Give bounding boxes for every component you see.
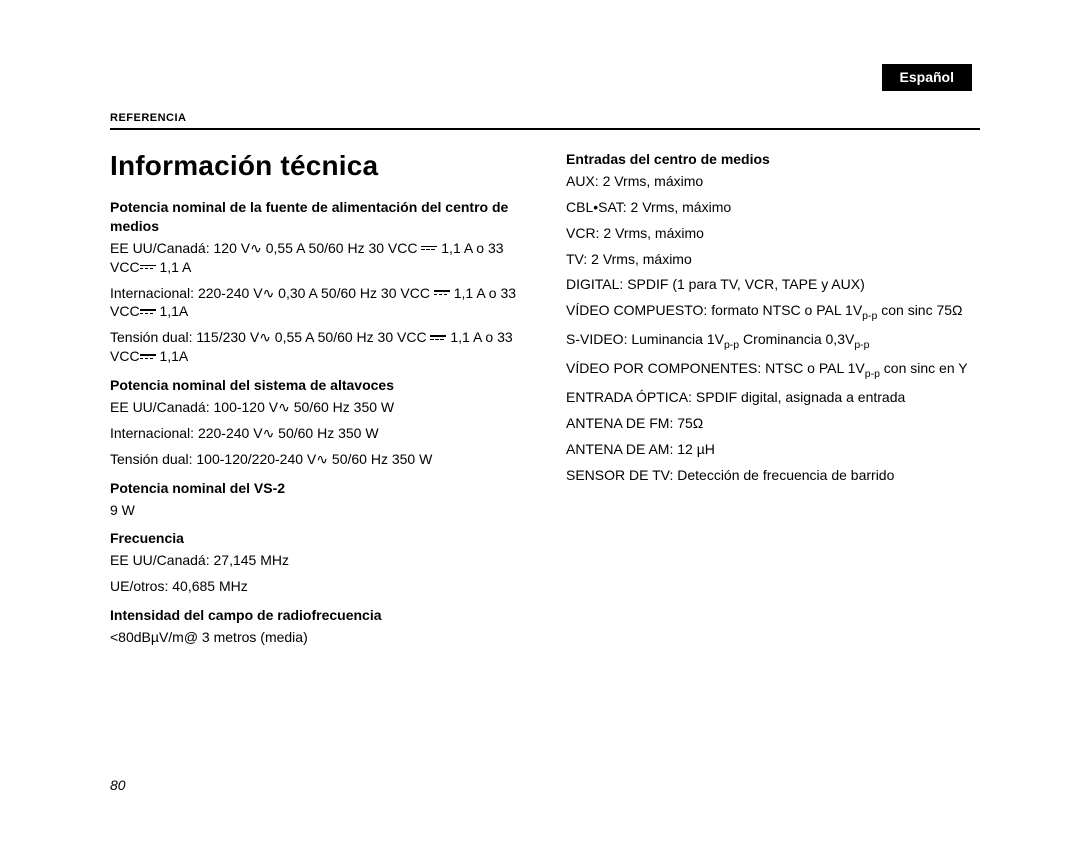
- heading-frequency: Frecuencia: [110, 529, 524, 548]
- text: Internacional: 220-240 V: [110, 285, 263, 301]
- dc-symbol-icon: [140, 265, 156, 270]
- text: EE UU/Canadá: 120 V: [110, 240, 250, 256]
- ac-symbol-icon: ∿: [278, 399, 290, 415]
- spec-text: AUX: 2 Vrms, máximo: [566, 172, 980, 191]
- heading-vs2-power: Potencia nominal del VS-2: [110, 479, 524, 498]
- text: 0,55 A 50/60 Hz 30 VCC: [262, 240, 422, 256]
- spec-text: EE UU/Canadá: 100-120 V∿ 50/60 Hz 350 W: [110, 398, 524, 417]
- text: 50/60 Hz 350 W: [274, 425, 378, 441]
- spec-text: TV: 2 Vrms, máximo: [566, 250, 980, 269]
- ac-symbol-icon: ∿: [263, 425, 275, 441]
- dc-symbol-icon: [140, 309, 156, 314]
- spec-text: EE UU/Canadá: 120 V∿ 0,55 A 50/60 Hz 30 …: [110, 239, 524, 277]
- spec-text: ANTENA DE AM: 12 µH: [566, 440, 980, 459]
- spec-text: Tensión dual: 100-120/220-240 V∿ 50/60 H…: [110, 450, 524, 469]
- spec-text: VCR: 2 Vrms, máximo: [566, 224, 980, 243]
- text: 50/60 Hz 350 W: [328, 451, 432, 467]
- text: Crominancia 0,3V: [739, 331, 854, 347]
- ac-symbol-icon: ∿: [250, 240, 262, 256]
- text: 0,30 A 50/60 Hz 30 VCC: [274, 285, 434, 301]
- section-label: Referencia: [110, 112, 980, 124]
- spec-text: DIGITAL: SPDIF (1 para TV, VCR, TAPE y A…: [566, 275, 980, 294]
- ac-symbol-icon: ∿: [259, 329, 271, 345]
- left-column: Información técnica Potencia nominal de …: [110, 144, 524, 793]
- spec-text: SENSOR DE TV: Detección de frecuencia de…: [566, 466, 980, 485]
- language-tab: Español: [882, 64, 972, 91]
- dc-symbol-icon: [430, 335, 446, 340]
- heading-power-media: Potencia nominal de la fuente de aliment…: [110, 198, 524, 236]
- spec-text: S-VIDEO: Luminancia 1Vp-p Crominancia 0,…: [566, 330, 980, 352]
- text: Tensión dual: 100-120/220-240 V: [110, 451, 316, 467]
- heading-rf-intensity: Intensidad del campo de radiofrecuencia: [110, 606, 524, 625]
- divider: [110, 128, 980, 130]
- spec-text: VÍDEO POR COMPONENTES: NTSC o PAL 1Vp-p …: [566, 359, 980, 381]
- text: con sinc en Y: [880, 360, 968, 376]
- columns: Información técnica Potencia nominal de …: [110, 144, 980, 793]
- spec-text: UE/otros: 40,685 MHz: [110, 577, 524, 596]
- text: VÍDEO COMPUESTO: formato NTSC o PAL 1V: [566, 302, 862, 318]
- ac-symbol-icon: ∿: [316, 451, 328, 467]
- spec-text: Internacional: 220-240 V∿ 50/60 Hz 350 W: [110, 424, 524, 443]
- dc-symbol-icon: [140, 354, 156, 359]
- document-page: Español Referencia Información técnica P…: [0, 0, 1080, 833]
- text: VÍDEO POR COMPONENTES: NTSC o PAL 1V: [566, 360, 865, 376]
- spec-text: ANTENA DE FM: 75Ω: [566, 414, 980, 433]
- text: Tensión dual: 115/230 V: [110, 329, 259, 345]
- page-title: Información técnica: [110, 150, 524, 182]
- spec-text: Tensión dual: 115/230 V∿ 0,55 A 50/60 Hz…: [110, 328, 524, 366]
- spec-text: CBL•SAT: 2 Vrms, máximo: [566, 198, 980, 217]
- dc-symbol-icon: [434, 290, 450, 295]
- subscript: p-p: [865, 368, 880, 380]
- heading-speaker-power: Potencia nominal del sistema de altavoce…: [110, 376, 524, 395]
- text: Internacional: 220-240 V: [110, 425, 263, 441]
- right-column: Entradas del centro de medios AUX: 2 Vrm…: [566, 144, 980, 793]
- dc-symbol-icon: [421, 246, 437, 251]
- subscript: p-p: [724, 339, 739, 351]
- subscript: p-p: [862, 310, 877, 322]
- spec-text: <80dBµV/m@ 3 metros (media): [110, 628, 524, 647]
- text: EE UU/Canadá: 100-120 V: [110, 399, 278, 415]
- spec-text: VÍDEO COMPUESTO: formato NTSC o PAL 1Vp-…: [566, 301, 980, 323]
- text: 1,1A: [156, 348, 189, 364]
- page-number: 80: [110, 777, 524, 793]
- text: S-VIDEO: Luminancia 1V: [566, 331, 724, 347]
- heading-inputs: Entradas del centro de medios: [566, 150, 980, 169]
- text: 1,1A: [156, 303, 189, 319]
- spec-text: 9 W: [110, 501, 524, 520]
- text: 1,1 A: [156, 259, 192, 275]
- spec-text: EE UU/Canadá: 27,145 MHz: [110, 551, 524, 570]
- spec-text: Internacional: 220-240 V∿ 0,30 A 50/60 H…: [110, 284, 524, 322]
- subscript: p-p: [854, 339, 869, 351]
- text: 50/60 Hz 350 W: [290, 399, 394, 415]
- text: 0,55 A 50/60 Hz 30 VCC: [271, 329, 431, 345]
- text: con sinc 75Ω: [877, 302, 962, 318]
- spec-text: ENTRADA ÓPTICA: SPDIF digital, asignada …: [566, 388, 980, 407]
- ac-symbol-icon: ∿: [263, 285, 275, 301]
